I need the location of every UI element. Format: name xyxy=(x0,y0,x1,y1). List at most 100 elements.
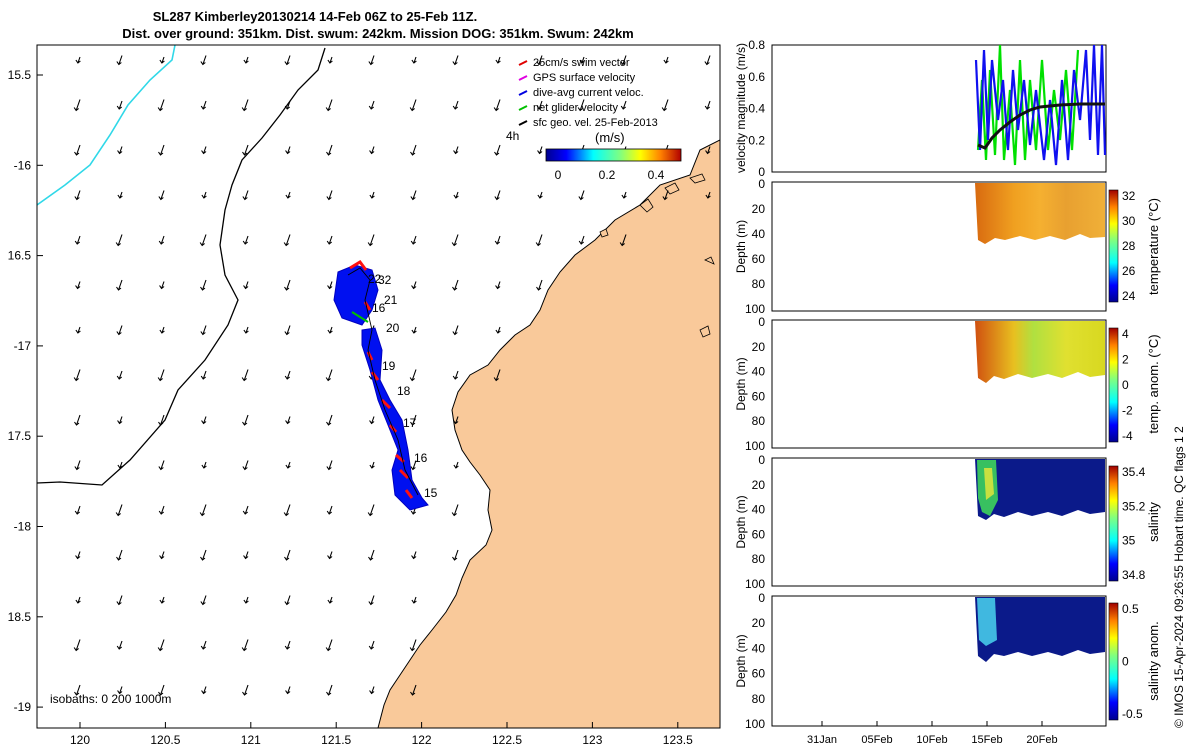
quiver-arrowhead xyxy=(115,242,121,247)
quiver-arrow xyxy=(495,369,501,381)
colorbar-label: salinity xyxy=(1146,502,1161,542)
track-day-label: 22 xyxy=(368,272,382,286)
quiver-arrow xyxy=(201,234,207,246)
quiver-arrowhead xyxy=(242,421,248,426)
quiver-arrow xyxy=(453,234,459,246)
quiver-arrow xyxy=(707,146,711,154)
quiver-arrow xyxy=(328,460,333,470)
quiver-arrowhead xyxy=(74,510,81,515)
quiver-arrowhead xyxy=(326,691,332,696)
isobath-200m xyxy=(37,45,176,206)
quiver-arrow xyxy=(328,190,333,200)
quiver-arrowhead xyxy=(327,59,333,64)
colorbar-tick-label: -2 xyxy=(1122,404,1133,418)
quiver-arrow xyxy=(707,191,711,199)
track-day-label: 20 xyxy=(386,321,400,335)
quiver-arrowhead xyxy=(536,61,542,66)
isobaths-label: isobaths: 0 200 1000m xyxy=(50,692,171,706)
legend-label: net glider velocity xyxy=(533,102,618,114)
quiver-arrow xyxy=(371,191,375,199)
quiver-arrowhead xyxy=(75,599,81,604)
quiver-arrow xyxy=(201,549,207,561)
quiver-arrow xyxy=(413,596,417,604)
quiver-arrow xyxy=(75,414,81,426)
quiver-arrow xyxy=(455,416,459,424)
quiver-arrowhead xyxy=(369,194,375,199)
quiver-arrowhead xyxy=(200,61,206,66)
track-blue xyxy=(333,264,429,511)
map-x-tick-label: 122 xyxy=(412,733,432,747)
map-x-tick-label: 121.5 xyxy=(321,733,351,747)
quiver-arrow xyxy=(328,505,333,515)
map-frame xyxy=(36,44,721,729)
quiver-arrowhead xyxy=(663,59,669,64)
colorbar-prefix: 4h xyxy=(506,129,519,143)
quiver-arrow xyxy=(286,370,291,380)
quiver-arrowhead xyxy=(75,555,81,560)
depth-axis-label: Depth (m) xyxy=(734,220,748,273)
depth-tick-label: 100 xyxy=(745,577,765,591)
quiver-arrow xyxy=(539,146,543,154)
quiver-arrow xyxy=(538,55,543,65)
quiver-arrow xyxy=(329,551,333,559)
quiver-arrow xyxy=(455,461,459,469)
map-title-line2: Dist. over ground: 351km. Dist. swum: 24… xyxy=(122,26,634,41)
map-title-line1: SL287 Kimberley20130214 14-Feb 06Z to 25… xyxy=(153,9,477,24)
quiver-arrowhead xyxy=(241,377,247,382)
sal-anom-colorbar xyxy=(1108,602,1119,721)
map-y-tick-label: -17 xyxy=(14,339,32,353)
depth-tick-label: 40 xyxy=(752,641,766,655)
quiver-arrow xyxy=(117,234,123,246)
quiver-arrow xyxy=(327,684,333,696)
quiver-arrow xyxy=(370,100,375,110)
colorbar-tick-label: 35.2 xyxy=(1122,499,1146,513)
quiver-arrow xyxy=(119,416,123,424)
quiver-arrowhead xyxy=(661,107,667,112)
quiver-arrow xyxy=(202,595,207,605)
quiver-arrow xyxy=(77,551,81,559)
temperature-field xyxy=(975,183,1105,244)
quiver-arrow xyxy=(454,325,459,335)
quiver-arrow xyxy=(371,146,375,154)
quiver-arrow xyxy=(413,551,417,559)
colorbar-unit: (m/s) xyxy=(595,130,625,145)
quiver-arrowhead xyxy=(284,61,290,66)
speed-colorbar xyxy=(545,148,682,162)
quiver-arrowhead xyxy=(326,510,333,515)
quiver-arrow xyxy=(76,190,81,200)
quiver-arrow xyxy=(203,461,207,469)
colorbar-tick-label: 26 xyxy=(1122,264,1136,278)
quiver-arrow xyxy=(287,191,291,199)
velocity-y-tick-label: 0.4 xyxy=(748,102,765,116)
quiver-arrowhead xyxy=(159,555,165,560)
quiver-arrow xyxy=(412,460,417,470)
quiver-arrowhead xyxy=(74,240,81,245)
sal-anom-field xyxy=(975,597,1105,662)
quiver-arrow xyxy=(411,99,417,111)
quiver-arrowhead xyxy=(74,466,80,471)
quiver-arrow xyxy=(287,416,291,424)
quiver-arrowhead xyxy=(453,150,459,155)
depth-tick-label: 20 xyxy=(752,202,766,216)
quiver-arrowhead xyxy=(243,329,249,334)
quiver-arrowhead xyxy=(409,647,415,652)
quiver-arrow xyxy=(119,461,123,469)
quiver-arrowhead xyxy=(367,242,373,247)
quiver-arrow xyxy=(159,144,165,156)
quiver-arrow xyxy=(75,99,81,111)
quiver-arrow xyxy=(327,144,333,156)
salinity-colorbar xyxy=(1108,465,1119,582)
quiver-arrowhead xyxy=(73,377,79,382)
quiver-arrow xyxy=(413,326,417,334)
quiver-arrow xyxy=(285,234,291,246)
quiver-arrowhead xyxy=(200,331,206,336)
map-legend: 25cm/s swim vector GPS surface velocity di… xyxy=(518,57,658,129)
colorbar-tick-label: -0.5 xyxy=(1122,707,1143,721)
quiver-arrow xyxy=(454,100,459,110)
quiver-arrowhead xyxy=(368,645,375,650)
quiver-arrow xyxy=(75,369,81,381)
colorbar-tick-label: 34.8 xyxy=(1122,568,1146,582)
salinity-field xyxy=(975,459,1105,520)
